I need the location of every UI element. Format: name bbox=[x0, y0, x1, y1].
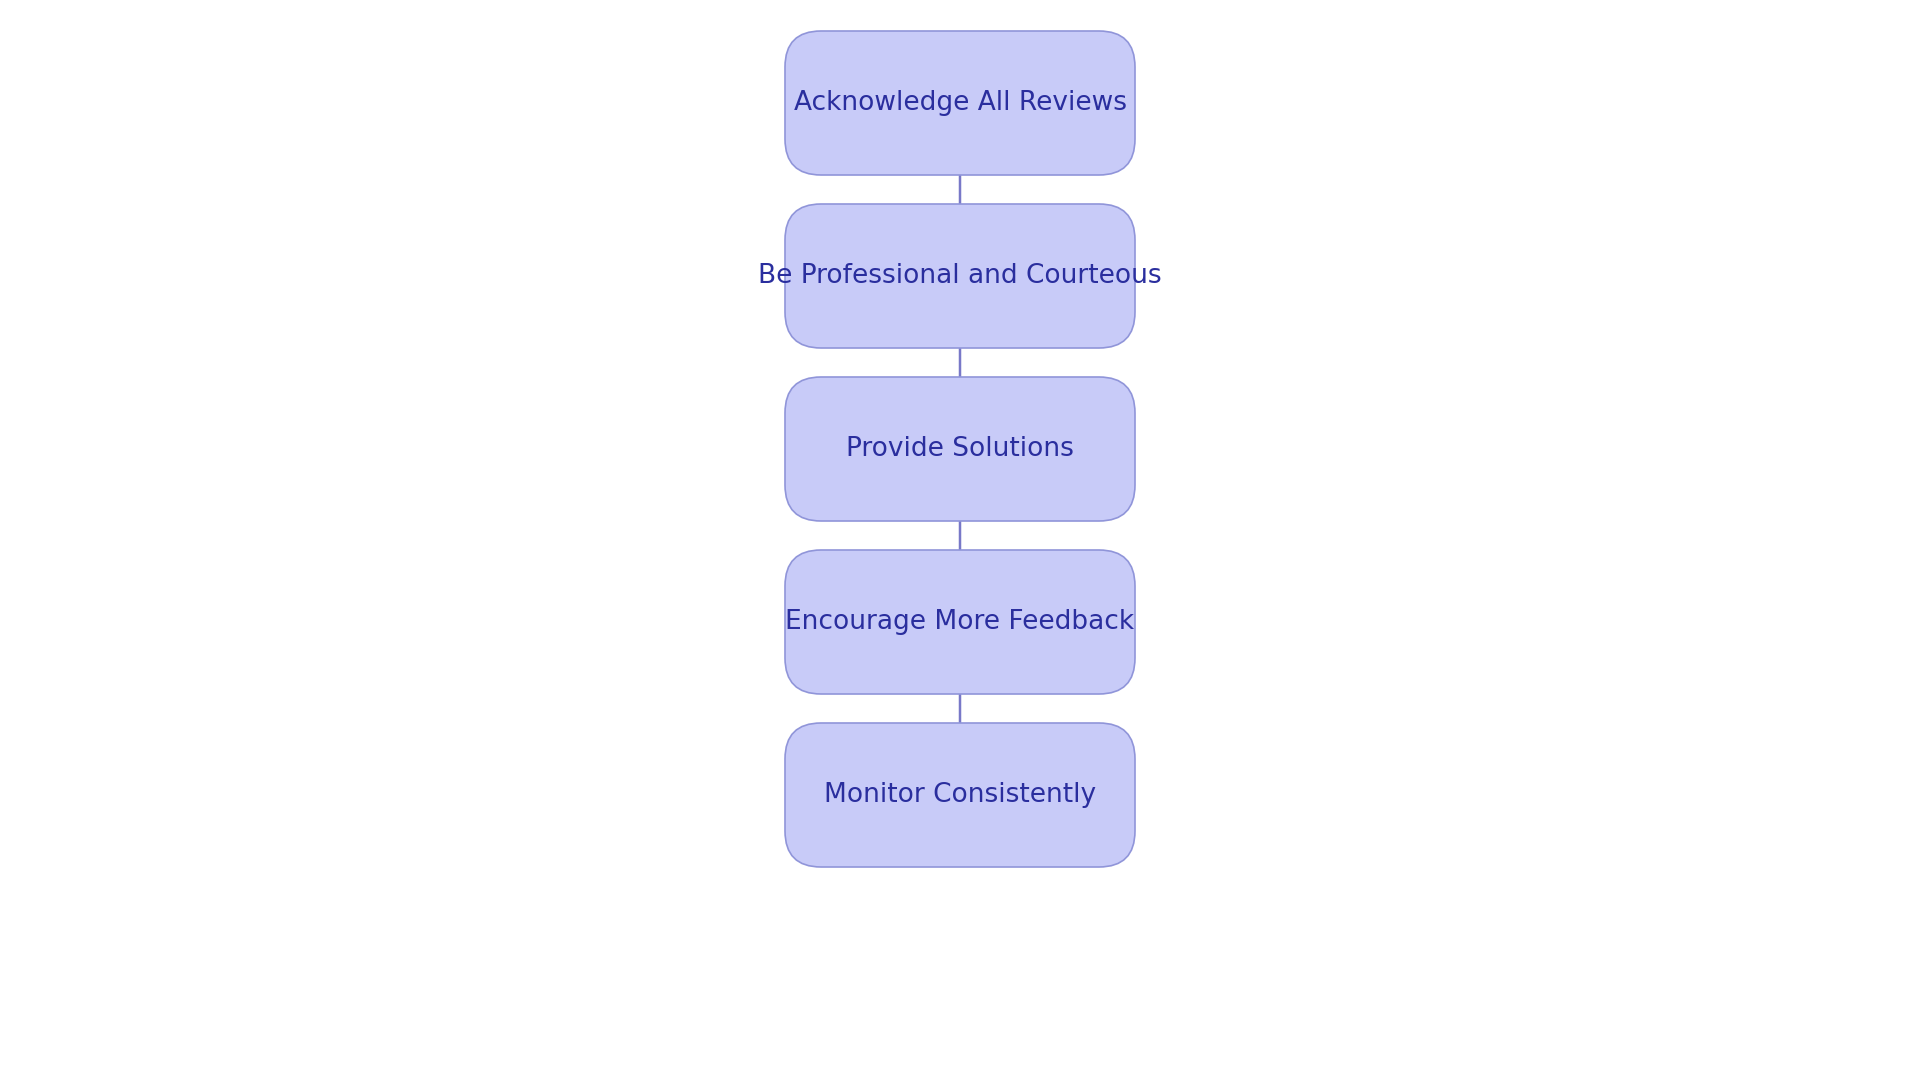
FancyBboxPatch shape bbox=[785, 31, 1135, 175]
Text: Acknowledge All Reviews: Acknowledge All Reviews bbox=[793, 90, 1127, 116]
Text: Encourage More Feedback: Encourage More Feedback bbox=[785, 609, 1135, 635]
FancyBboxPatch shape bbox=[785, 723, 1135, 867]
FancyBboxPatch shape bbox=[785, 204, 1135, 348]
Text: Provide Solutions: Provide Solutions bbox=[847, 436, 1073, 462]
Text: Monitor Consistently: Monitor Consistently bbox=[824, 782, 1096, 808]
FancyBboxPatch shape bbox=[785, 550, 1135, 694]
Text: Be Professional and Courteous: Be Professional and Courteous bbox=[758, 263, 1162, 289]
FancyBboxPatch shape bbox=[785, 377, 1135, 521]
